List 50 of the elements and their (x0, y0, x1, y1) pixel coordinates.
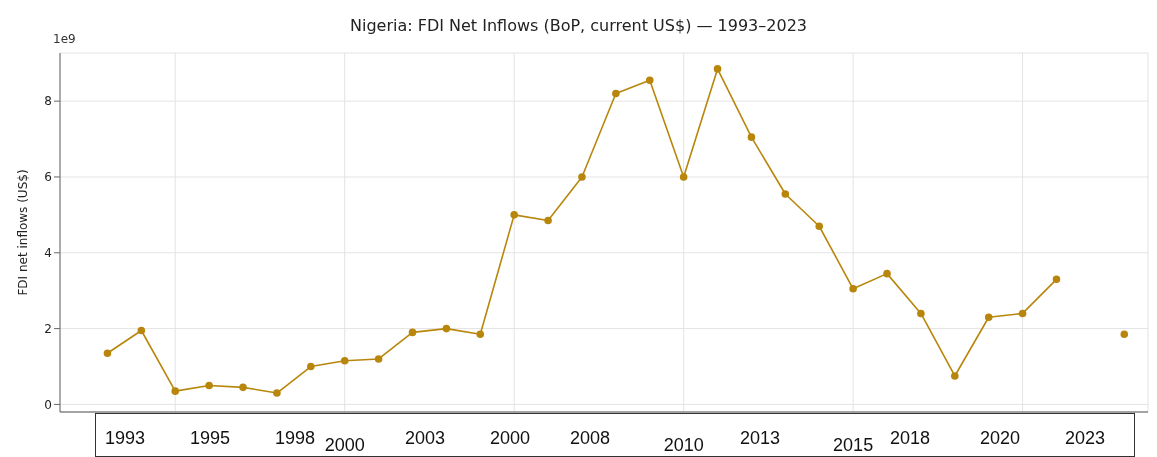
text: 2008 (569, 428, 611, 449)
y-tick-label: 4 (44, 246, 52, 261)
point (883, 269, 891, 278)
y-tick-label: 6 (44, 170, 52, 185)
text: 2020 (979, 428, 1021, 449)
x-tick-label: 2000 (324, 434, 365, 455)
point (645, 76, 654, 85)
point (917, 309, 925, 318)
point (544, 216, 552, 225)
x-tick-label: 2010 (663, 434, 704, 455)
text: 1993 (104, 428, 146, 449)
text: 2018 (889, 428, 931, 449)
point (205, 381, 213, 390)
point (1052, 275, 1061, 284)
point (713, 65, 722, 73)
text: 2023 (1064, 428, 1106, 449)
point (578, 173, 586, 181)
y-tick-label: 0 (44, 397, 52, 412)
point (781, 190, 790, 198)
point (747, 133, 756, 141)
y-axis-title: FDI net inflows (US$) (16, 169, 31, 296)
y-tick-label: 2 (44, 321, 52, 336)
text: 2003 (404, 428, 446, 449)
text: 1e9 (53, 32, 76, 46)
point (239, 383, 247, 392)
point (408, 328, 417, 337)
point (273, 389, 281, 397)
point (984, 313, 993, 322)
x-tick-label: 2015 (833, 434, 874, 455)
point (510, 211, 518, 219)
point (612, 89, 620, 98)
point (1120, 330, 1129, 339)
text: 2013 (739, 428, 781, 449)
point (849, 285, 857, 293)
y-tick-label: 8 (44, 94, 52, 109)
point (307, 362, 315, 371)
point (340, 357, 349, 365)
text: 1998 (274, 428, 316, 449)
point (476, 330, 485, 339)
point (815, 222, 824, 231)
point (1018, 309, 1027, 318)
point (137, 326, 146, 335)
point (679, 173, 688, 181)
text: 1995 (189, 428, 231, 449)
point (442, 324, 451, 333)
point (951, 372, 959, 380)
point (374, 355, 383, 363)
point (103, 349, 112, 358)
chart-title: Nigeria: FDI Net Inflows (BoP, current US$) — 1993–2023 (350, 16, 807, 35)
point (171, 387, 180, 395)
